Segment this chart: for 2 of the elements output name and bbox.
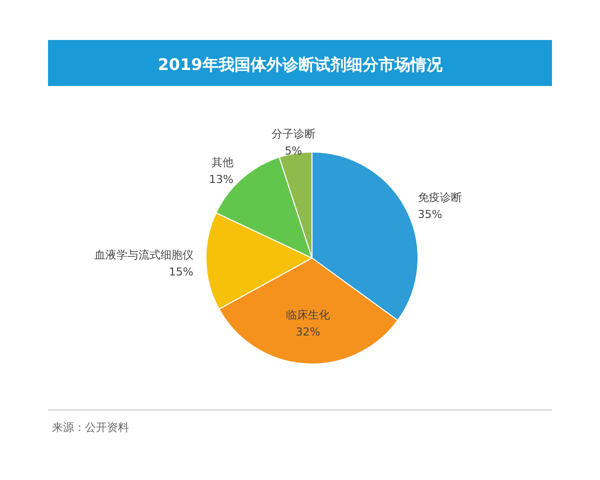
annotation: 来源：公开资料 — [52, 421, 129, 434]
title: 2019年我国体外诊断试剂细分市场情况 — [158, 55, 442, 74]
